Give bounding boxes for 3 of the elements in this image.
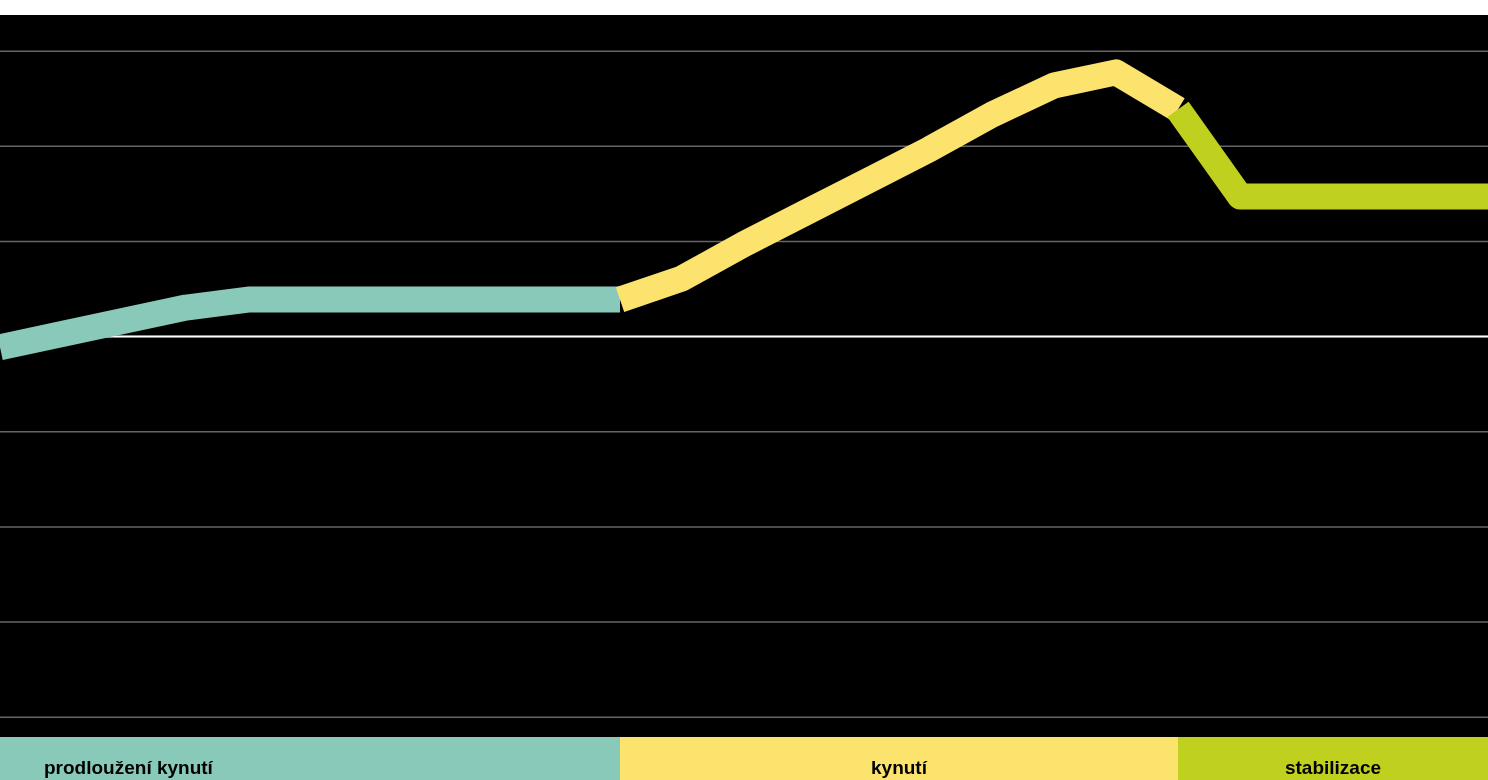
text: prodloužení kynutí (44, 757, 213, 779)
text: stabilizace (1284, 757, 1382, 779)
text: kynutí (871, 757, 927, 779)
